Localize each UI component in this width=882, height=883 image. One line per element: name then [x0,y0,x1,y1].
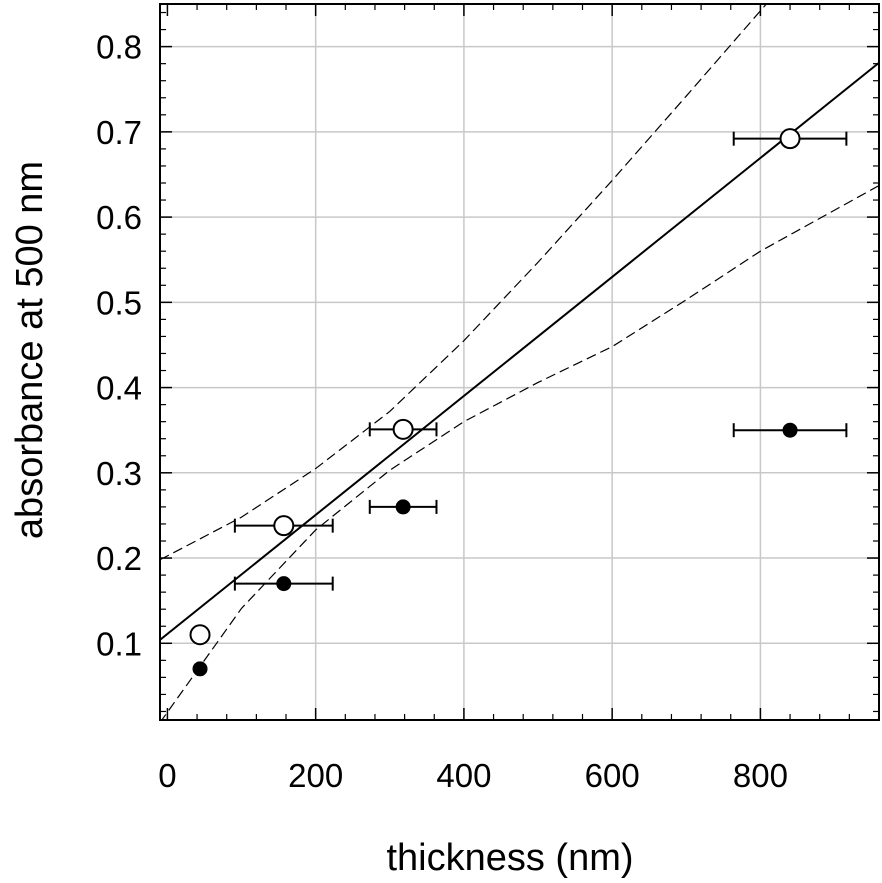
plot-frame [159,3,880,721]
confidence-band [160,4,879,720]
y-tick-label: 0.6 [96,199,142,236]
open-circle-point [392,418,414,440]
x-axis-title: thickness (nm) [386,837,633,879]
confidence-lower-curve [161,185,879,720]
y-tick-label: 0.2 [96,540,142,577]
x-tick-label: 600 [585,757,640,794]
y-tick-label: 0.3 [96,455,142,492]
y-tick-label: 0.8 [96,29,142,66]
data-points [189,128,848,677]
axis-ticks [160,4,880,720]
fit-line-group [160,61,879,641]
grid-lines [160,4,879,720]
filled-circle-point [782,422,798,438]
y-tick-label: 0.5 [96,284,142,321]
x-tick-label: 800 [733,757,788,794]
fit-line [160,61,879,641]
y-axis-title: absorbance at 500 nm [9,161,51,539]
x-tick-label: 400 [436,757,491,794]
y-tick-labels: 0.1 0.2 0.3 0.4 0.5 0.6 0.7 0.8 [96,29,142,663]
y-tick-label: 0.1 [96,625,142,662]
filled-circle-point [192,661,208,677]
open-circle-point [189,624,211,646]
x-tick-labels: 0 200 400 600 800 [158,757,788,794]
y-tick-label: 0.4 [96,370,142,407]
confidence-upper-curve [160,4,768,561]
filled-circle-point [395,499,411,515]
y-tick-label: 0.7 [96,114,142,151]
open-circle-point [273,515,295,537]
open-circle-point [779,128,801,150]
filled-circle-point [276,576,292,592]
x-tick-label: 200 [288,757,343,794]
x-tick-label: 0 [158,757,176,794]
